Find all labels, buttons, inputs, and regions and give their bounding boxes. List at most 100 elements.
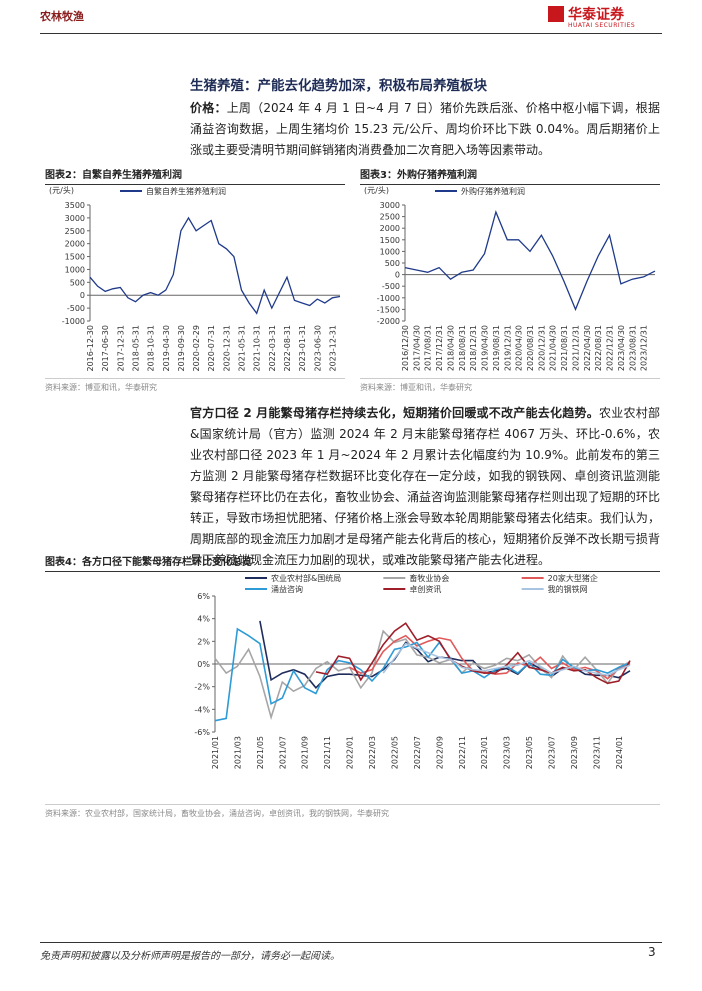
y-tick-label: 4% (197, 615, 210, 624)
logo-icon (548, 6, 564, 22)
y-tick-label: 1500 (65, 253, 85, 262)
lead: 官方口径 2 月能繁母猪存栏持续去化，短期猪价回暖或不改产能去化趋势。 (190, 406, 599, 420)
x-tick-label: 2021/09 (301, 736, 310, 769)
chart-source: 资料来源：博亚和讯，华泰研究 (45, 378, 345, 393)
x-tick-label: 2021-10-31 (253, 325, 262, 372)
x-tick-label: 2017-06-30 (101, 325, 110, 372)
y-tick-label: 3000 (380, 201, 400, 210)
disclaimer: 免责声明和披露以及分析师声明是报告的一部分，请务必一起阅读。 (40, 951, 340, 962)
y-tick-label: 3500 (65, 201, 85, 210)
y-tick-label: 0 (80, 291, 85, 300)
x-tick-label: 2023/01 (480, 736, 489, 769)
x-tick-label: 2020/12/31 (537, 325, 546, 371)
y-tick-label: 0 (395, 271, 400, 280)
brand: 华泰证券 (568, 7, 624, 23)
y-tick-label: -2% (194, 683, 210, 692)
y-tick-label: 3000 (65, 214, 85, 223)
x-tick-label: 2021/01 (211, 736, 220, 769)
x-tick-label: 2022/12/31 (606, 325, 615, 371)
x-tick-label: 2021/07 (278, 736, 287, 769)
x-tick-label: 2020/04/30 (515, 325, 524, 371)
x-tick-label: 2022/11 (458, 736, 467, 769)
x-tick-label: 2023/09 (570, 736, 579, 769)
header-rule (40, 33, 662, 34)
x-tick-label: 2023/08/31 (628, 325, 637, 371)
x-tick-label: 2023-06-30 (313, 325, 322, 372)
x-tick-label: 2023/07 (547, 736, 556, 769)
series-line (404, 209, 656, 312)
x-tick-label: 2020-02-29 (192, 325, 201, 372)
y-tick-label: 2500 (380, 213, 400, 222)
chart-title: 图表3：外购仔猪养殖利润 (360, 166, 660, 185)
x-tick-label: 2019-04-30 (162, 325, 171, 372)
lead: 价格： (190, 101, 227, 115)
x-tick-label: 2017/04/30 (412, 325, 421, 371)
y-tick-label: -4% (194, 705, 210, 714)
x-tick-label: 2017/12/31 (435, 325, 444, 371)
x-tick-label: 2018-05-31 (131, 325, 140, 372)
y-tick-label: 2000 (380, 224, 400, 233)
y-tick-label: 2500 (65, 227, 85, 236)
y-tick-label: -500 (382, 282, 400, 291)
heading: 生猪养殖：产能去化趋势加深，积极布局养殖板块 (190, 78, 487, 94)
x-tick-label: 2019/08/31 (492, 325, 501, 371)
x-tick-label: 2023/12/31 (640, 325, 649, 371)
x-tick-label: 2018/08/31 (458, 325, 467, 371)
x-tick-label: 2022/04/30 (583, 325, 592, 371)
legend-label: 自繁自养生猪养殖利润 (146, 186, 226, 196)
chart: -6% -4% -2% 0% 2% 4% 6% 2021/01 2021/03 2021/05 20… (194, 573, 631, 769)
paragraph: 价格：上周（2024 年 4 月 1 日~4 月 7 日）猪价先跌后涨、价格中枢… (190, 98, 660, 161)
x-tick-label: 2024/01 (615, 736, 624, 769)
unit-label: (元/头) (364, 185, 389, 195)
y-tick-label: -1000 (377, 294, 400, 303)
x-tick-label: 2021/08/31 (560, 325, 569, 371)
x-tick-label: 2018/04/30 (446, 325, 455, 371)
legend-label: 畜牧业协会 (409, 573, 449, 583)
x-tick-label: 2017-12-31 (116, 325, 125, 372)
y-tick-label: -1500 (377, 305, 400, 314)
y-tick-label: 2% (197, 637, 210, 646)
x-tick-label: 2020-07-31 (207, 325, 216, 372)
x-tick-label: 2021/12/31 (571, 325, 580, 371)
chart-source: 资料来源：农业农村部，国家统计局，畜牧业协会，涌益咨询，卓创资讯，我的钢铁网，华… (45, 804, 660, 819)
series-line (382, 642, 631, 677)
x-tick-label: 2016/12/30 (401, 325, 410, 371)
series-line (214, 627, 631, 722)
brand-en: HUATAI SECURITIES (568, 22, 636, 29)
y-tick-label: -1000 (62, 317, 85, 326)
x-tick-label: 2023/04/30 (617, 325, 626, 371)
y-tick-label: 1000 (65, 265, 85, 274)
x-tick-label: 2022/07 (413, 736, 422, 769)
x-tick-label: 2019-09-30 (177, 325, 186, 372)
series-line (89, 216, 341, 315)
x-tick-label: 2020-12-31 (222, 325, 231, 372)
series-line (214, 629, 631, 721)
y-tick-label: -500 (67, 304, 85, 313)
x-tick-label: 2020/08/31 (526, 325, 535, 371)
x-tick-label: 2021/03 (233, 736, 242, 769)
y-tick-label: 1000 (380, 247, 400, 256)
x-tick-label: 2021-05-31 (238, 325, 247, 372)
page-number: 3 (648, 945, 656, 959)
series-line (315, 622, 631, 685)
x-tick-label: 2021/05 (256, 736, 265, 769)
y-tick-label: 500 (385, 259, 400, 268)
x-tick-label: 2018-10-31 (147, 325, 156, 372)
x-tick-label: 2018/12/31 (469, 325, 478, 371)
legend-label: 我的钢铁网 (548, 584, 588, 594)
unit-label: (元/头) (49, 185, 74, 195)
x-tick-label: 2023-01-31 (298, 325, 307, 372)
text: 农业农村部&国家统计局（官方）监测 2024 年 2 月末能繁母猪存栏 4067… (190, 406, 660, 567)
chart-title: 图表2：自繁自养生猪养殖利润 (45, 166, 345, 185)
x-tick-label: 2022/05 (390, 736, 399, 769)
x-tick-label: 2023/11 (592, 736, 601, 769)
x-tick-label: 2023-12-31 (328, 325, 337, 372)
y-tick-label: 500 (70, 278, 85, 287)
chart: (元/头) -2000 -1500 -1000 -500 0 500 1000 1500 2000… (364, 185, 656, 371)
y-tick-label: 0% (197, 660, 210, 669)
x-tick-label: 2019/12/31 (503, 325, 512, 371)
x-tick-label: 2022/08/31 (594, 325, 603, 371)
x-tick-label: 2022/09 (435, 736, 444, 769)
footer-rule (40, 942, 662, 943)
